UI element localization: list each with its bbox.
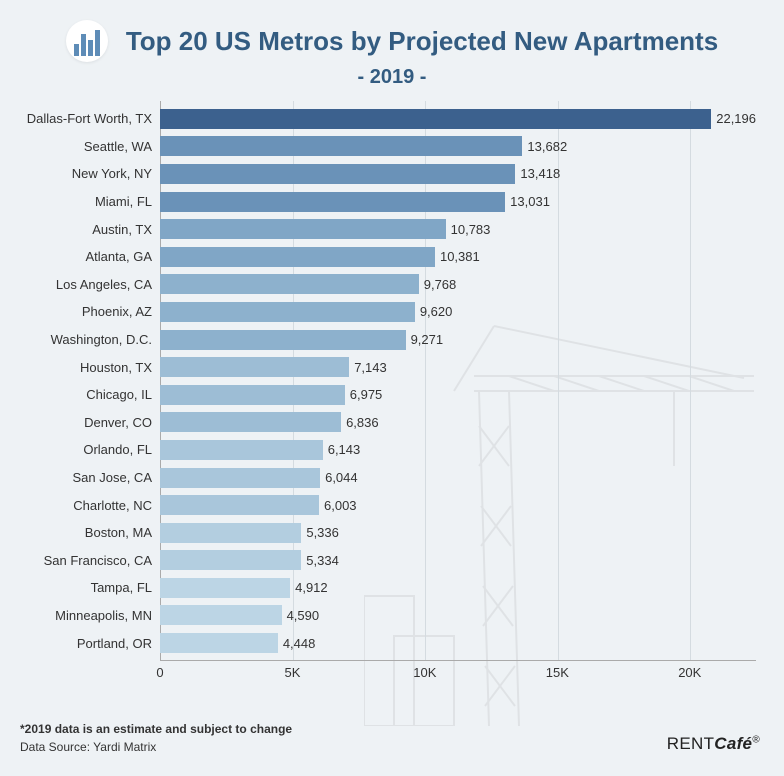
bar-value-label: 4,590 (282, 608, 320, 623)
bar-row: Minneapolis, MN4,590 (160, 603, 756, 627)
x-tick-label: 10K (413, 665, 436, 680)
bar (160, 385, 345, 405)
bar-row: Los Angeles, CA9,768 (160, 272, 756, 296)
bar-row: Tampa, FL4,912 (160, 576, 756, 600)
metro-label: Portland, OR (77, 636, 160, 651)
bar (160, 495, 319, 515)
bar (160, 219, 446, 239)
bar-row: Miami, FL13,031 (160, 190, 756, 214)
page-title: Top 20 US Metros by Projected New Apartm… (126, 26, 718, 57)
metro-label: Denver, CO (84, 415, 160, 430)
metro-label: San Francisco, CA (44, 553, 160, 568)
bar (160, 274, 419, 294)
bar (160, 247, 435, 267)
metro-label: Chicago, IL (86, 387, 160, 402)
x-tick-label: 5K (284, 665, 300, 680)
bar-value-label: 6,003 (319, 498, 357, 513)
bar-value-label: 6,044 (320, 470, 358, 485)
bar (160, 164, 515, 184)
bar (160, 330, 406, 350)
bar-value-label: 4,912 (290, 580, 328, 595)
bar-row: Houston, TX7,143 (160, 355, 756, 379)
metro-label: Phoenix, AZ (82, 304, 160, 319)
metro-label: Orlando, FL (83, 442, 160, 457)
bar-value-label: 10,783 (446, 222, 491, 237)
bar-row: Boston, MA5,336 (160, 521, 756, 545)
bar (160, 578, 290, 598)
bar (160, 523, 301, 543)
bar (160, 192, 505, 212)
bar-value-label: 22,196 (711, 111, 756, 126)
bar-chart: Dallas-Fort Worth, TX22,196Seattle, WA13… (28, 101, 756, 685)
metro-label: Minneapolis, MN (55, 608, 160, 623)
bar-value-label: 10,381 (435, 249, 480, 264)
bar-value-label: 4,448 (278, 636, 316, 651)
bar (160, 136, 522, 156)
buildings-logo-icon (66, 20, 108, 62)
bar (160, 109, 711, 129)
bar-value-label: 7,143 (349, 360, 387, 375)
bar-value-label: 13,682 (522, 139, 567, 154)
metro-label: Austin, TX (92, 222, 160, 237)
metro-label: Miami, FL (95, 194, 160, 209)
metro-label: New York, NY (72, 166, 160, 181)
bar-row: Atlanta, GA10,381 (160, 245, 756, 269)
metro-label: Seattle, WA (84, 139, 160, 154)
bar-row: San Francisco, CA5,334 (160, 548, 756, 572)
bar-row: Washington, D.C.9,271 (160, 328, 756, 352)
bar (160, 605, 282, 625)
bar-row: Austin, TX10,783 (160, 217, 756, 241)
bar-value-label: 9,271 (406, 332, 444, 347)
estimate-note: *2019 data is an estimate and subject to… (20, 722, 292, 736)
bar-value-label: 13,418 (515, 166, 560, 181)
bar (160, 357, 349, 377)
bar-row: New York, NY13,418 (160, 162, 756, 186)
bar-value-label: 9,768 (419, 277, 457, 292)
bar-row: Charlotte, NC6,003 (160, 493, 756, 517)
metro-label: San Jose, CA (73, 470, 161, 485)
metro-label: Houston, TX (80, 360, 160, 375)
bar-row: Dallas-Fort Worth, TX22,196 (160, 107, 756, 131)
bar-value-label: 6,836 (341, 415, 379, 430)
metro-label: Atlanta, GA (86, 249, 160, 264)
bar-row: Denver, CO6,836 (160, 410, 756, 434)
header: Top 20 US Metros by Projected New Apartm… (0, 0, 784, 66)
bar (160, 412, 341, 432)
metro-label: Charlotte, NC (73, 498, 160, 513)
bar-row: Seattle, WA13,682 (160, 134, 756, 158)
bar-row: San Jose, CA6,044 (160, 466, 756, 490)
bar-value-label: 6,143 (323, 442, 361, 457)
bar (160, 440, 323, 460)
brand-logo: RENTCafé® (667, 734, 760, 754)
bar-value-label: 13,031 (505, 194, 550, 209)
bar (160, 468, 320, 488)
bar-value-label: 6,975 (345, 387, 383, 402)
metro-label: Boston, MA (85, 525, 160, 540)
x-tick-label: 15K (546, 665, 569, 680)
bar-row: Portland, OR4,448 (160, 631, 756, 655)
bar-value-label: 9,620 (415, 304, 453, 319)
bar-value-label: 5,334 (301, 553, 339, 568)
bar (160, 633, 278, 653)
chart-bars: Dallas-Fort Worth, TX22,196 Seattle, WA13… (160, 101, 756, 661)
bar-value-label: 5,336 (301, 525, 339, 540)
x-tick-label: 0 (156, 665, 163, 680)
bar (160, 550, 301, 570)
page-subtitle: - 2019 - (0, 66, 784, 89)
x-tick-label: 20K (678, 665, 701, 680)
metro-label: Washington, D.C. (51, 332, 160, 347)
metro-label: Los Angeles, CA (56, 277, 160, 292)
footer-notes: *2019 data is an estimate and subject to… (20, 722, 292, 758)
metro-label: Tampa, FL (91, 580, 160, 595)
bar (160, 302, 415, 322)
data-source: Data Source: Yardi Matrix (20, 740, 292, 754)
bar-row: Orlando, FL6,143 (160, 438, 756, 462)
metro-label: Dallas-Fort Worth, TX (27, 111, 160, 126)
x-axis: 05K10K15K20K (160, 661, 756, 685)
bar-row: Phoenix, AZ9,620 (160, 300, 756, 324)
bar-row: Chicago, IL6,975 (160, 383, 756, 407)
